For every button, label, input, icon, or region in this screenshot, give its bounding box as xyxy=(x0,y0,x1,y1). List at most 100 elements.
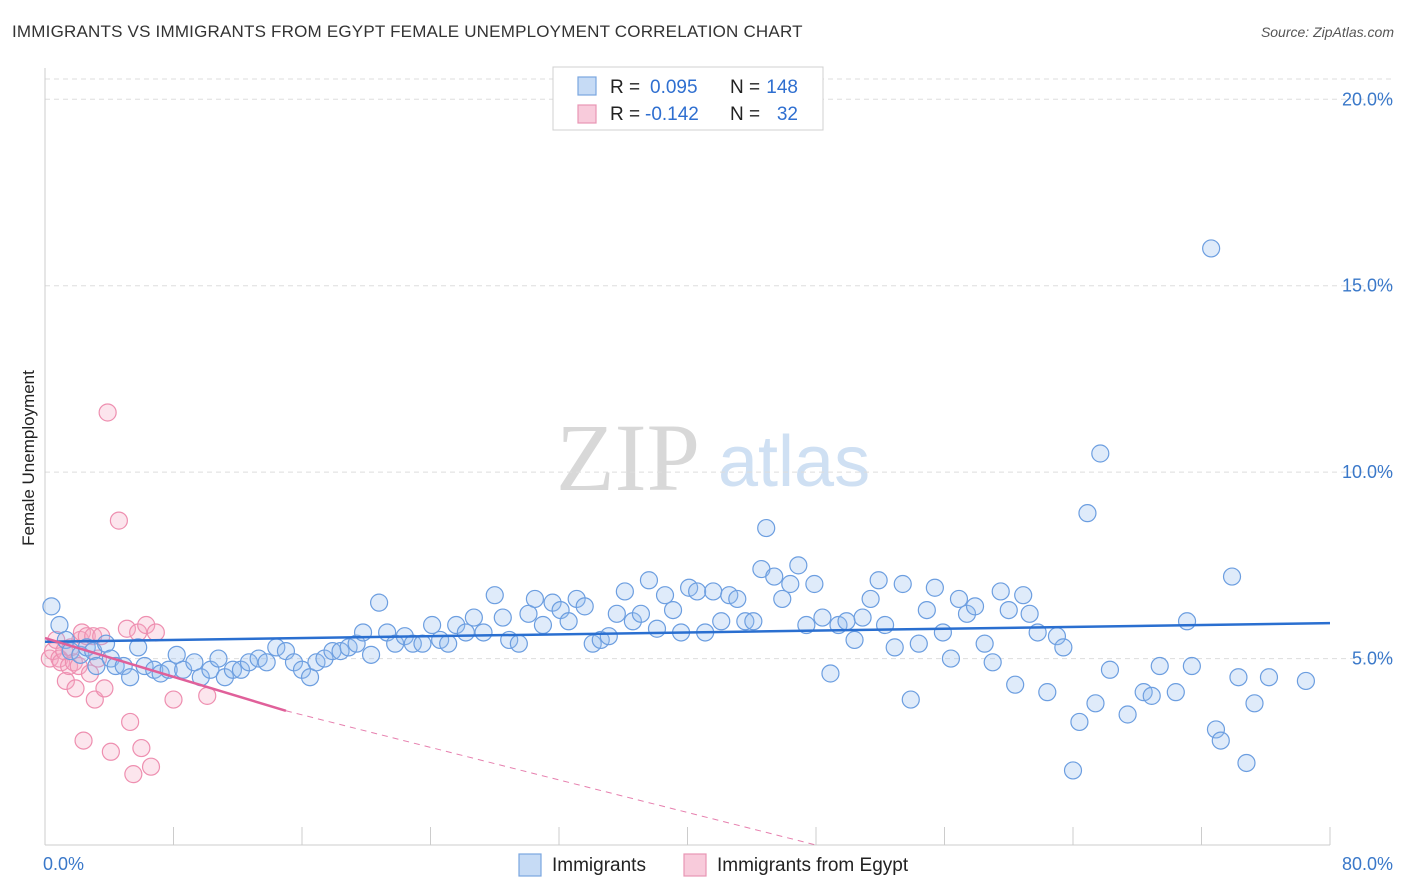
immigrants-point xyxy=(688,582,707,601)
immigrants-point xyxy=(845,630,864,650)
x-tick-label-min: 0.0% xyxy=(43,854,84,874)
immigrants-point xyxy=(386,634,405,653)
immigrants-point xyxy=(599,627,618,646)
legend-n-label-1: N = xyxy=(730,77,760,98)
legend-n-value-1: 148 xyxy=(766,77,798,98)
immigrants-point xyxy=(1166,683,1185,702)
immigrants-point xyxy=(704,582,723,601)
y-tick-label: 5.0% xyxy=(1352,649,1393,669)
immigrants-point xyxy=(559,612,578,631)
immigrants-point xyxy=(1296,671,1316,691)
immigrants-point xyxy=(765,567,784,586)
immigrants-point xyxy=(647,619,667,638)
immigrants-point xyxy=(439,634,458,653)
immigrants-point xyxy=(991,582,1010,601)
immigrants-point xyxy=(875,615,895,635)
axes xyxy=(44,68,1331,846)
immigrants-point xyxy=(423,615,442,635)
immigrants-point xyxy=(655,586,675,605)
egypt-point xyxy=(117,619,137,638)
egypt-point xyxy=(121,712,140,732)
legend-r-label-2: R = xyxy=(610,104,640,125)
immigrants-point xyxy=(821,664,840,683)
immigrants-point xyxy=(1142,686,1161,705)
immigrants-point xyxy=(87,656,106,676)
immigrants-point xyxy=(773,589,792,609)
immigrants-point xyxy=(983,653,1002,672)
immigrants-point xyxy=(1006,675,1025,694)
egypt-point xyxy=(164,690,183,709)
egypt-point xyxy=(146,623,165,642)
y-tick-label: 20.0% xyxy=(1342,89,1393,109)
egypt-point xyxy=(101,742,120,761)
y-axis-title: Female Unemployment xyxy=(19,370,38,546)
egypt-point xyxy=(56,671,75,691)
legend-swatch-pink xyxy=(577,104,597,124)
y-tick-label: 15.0% xyxy=(1342,276,1393,296)
bottom-legend-swatch-immigrants xyxy=(518,853,542,877)
immigrants-point xyxy=(370,593,389,612)
chart-title: IMMIGRANTS VS IMMIGRANTS FROM EGYPT FEMA… xyxy=(12,22,803,41)
immigrants-point xyxy=(239,653,259,672)
immigrants-point xyxy=(663,600,683,620)
immigrants-point xyxy=(533,615,553,635)
immigrants-point xyxy=(744,612,763,631)
immigrants-point xyxy=(965,597,985,616)
immigrants-point xyxy=(869,571,888,590)
legend-n-value-2: 32 xyxy=(777,104,798,125)
immigrants-point xyxy=(1150,656,1169,676)
immigrants-point xyxy=(1014,586,1033,605)
immigrants-point xyxy=(757,518,776,538)
legend-n-label-2: N = xyxy=(730,104,760,125)
immigrants-point xyxy=(1091,444,1110,463)
immigrants-point xyxy=(728,589,747,609)
immigrants-point xyxy=(639,571,659,590)
legend-r-value-2: -0.142 xyxy=(645,104,699,125)
immigrants-point xyxy=(949,589,969,609)
trend-lines xyxy=(44,621,1331,846)
immigrants-point xyxy=(975,634,994,653)
egypt-point xyxy=(95,679,114,698)
immigrants-point xyxy=(837,612,856,631)
immigrants-point xyxy=(447,615,466,635)
y-tick-label: 10.0% xyxy=(1342,462,1393,482)
immigrants-point xyxy=(1070,712,1089,732)
immigrants-point xyxy=(1211,731,1230,750)
immigrants-point xyxy=(805,574,824,594)
immigrants-point xyxy=(615,582,634,601)
immigrants-point xyxy=(607,604,626,623)
immigrants-point xyxy=(1020,604,1039,623)
series-immigrants-points xyxy=(42,239,1316,780)
watermark: ZIP atlas xyxy=(556,404,870,511)
immigrants-point xyxy=(493,608,512,627)
immigrants-point xyxy=(1222,567,1242,586)
egypt-point xyxy=(132,738,151,758)
immigrants-point xyxy=(853,608,872,627)
immigrants-point xyxy=(1237,753,1256,773)
immigrants-point xyxy=(1086,694,1105,713)
watermark-zip: ZIP xyxy=(556,404,700,511)
immigrants-point xyxy=(885,638,904,657)
immigrants-point xyxy=(403,634,422,653)
egypt-point xyxy=(98,403,117,422)
immigrants-point xyxy=(257,653,276,672)
x-tick-labels: 0.0% 80.0% xyxy=(43,854,1393,874)
bottom-legend-egypt: Immigrants from Egypt xyxy=(717,855,909,876)
immigrants-point xyxy=(933,623,952,642)
immigrants-point xyxy=(1229,668,1248,687)
immigrants-point xyxy=(347,634,366,653)
immigrants-point xyxy=(413,634,432,653)
source-credit: Source: ZipAtlas.com xyxy=(1260,24,1394,40)
immigrants-point xyxy=(999,600,1018,620)
immigrants-point xyxy=(121,668,140,687)
immigrants-point xyxy=(474,623,493,642)
egypt-point xyxy=(66,679,85,698)
egypt-point xyxy=(74,731,93,750)
immigrants-point xyxy=(941,649,961,668)
immigrants-point xyxy=(485,586,504,605)
immigrants-point xyxy=(789,556,808,575)
immigrants-point xyxy=(901,690,920,709)
immigrants-point xyxy=(797,615,816,635)
immigrants-point xyxy=(909,634,928,653)
